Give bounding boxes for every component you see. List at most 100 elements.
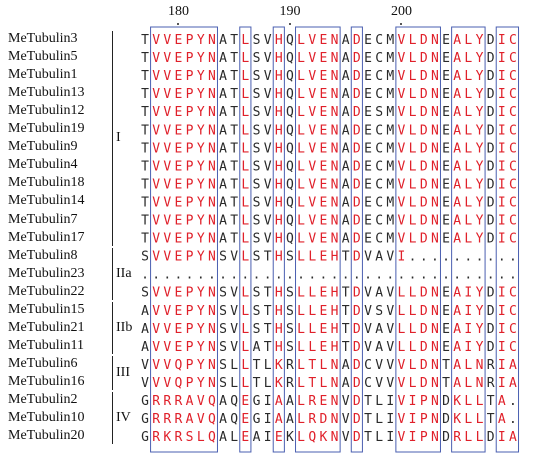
residue: Q <box>208 430 216 445</box>
residue: A <box>453 87 461 102</box>
residue: Y <box>476 159 484 174</box>
residue: M <box>386 105 394 120</box>
residue: E <box>319 69 327 84</box>
residue: V <box>398 159 406 174</box>
sequence-name: MeTubulin20 <box>8 428 85 444</box>
residue: E <box>319 195 327 210</box>
residue: A <box>453 286 461 301</box>
residue: E <box>442 340 450 355</box>
residue: N <box>431 340 439 355</box>
residue: T <box>230 214 238 229</box>
residue: D <box>487 105 495 120</box>
residue: L <box>264 358 272 373</box>
residue: D <box>353 87 361 102</box>
group-label: IIb <box>116 319 133 335</box>
residue: L <box>476 394 484 409</box>
residue: L <box>241 69 249 84</box>
residue: L <box>409 340 417 355</box>
group-bracket <box>112 301 113 354</box>
residue: D <box>353 412 361 427</box>
residue: E <box>364 33 372 48</box>
residue: L <box>241 195 249 210</box>
residue: V <box>152 232 160 247</box>
residue: P <box>186 286 194 301</box>
residue: Y <box>476 69 484 84</box>
residue: E <box>442 87 450 102</box>
sequence-name: MeTubulin1 <box>8 67 78 83</box>
residue: P <box>186 33 194 48</box>
group-bracket <box>112 392 113 445</box>
residue: R <box>308 412 316 427</box>
residue: R <box>152 412 160 427</box>
residue: D <box>353 232 361 247</box>
residue: L <box>464 159 472 174</box>
residue: A <box>141 340 149 355</box>
residue: L <box>297 33 305 48</box>
residue: D <box>420 322 428 337</box>
residue: N <box>208 214 216 229</box>
residue: A <box>141 322 149 337</box>
residue: M <box>386 87 394 102</box>
residue: T <box>230 232 238 247</box>
residue: V <box>163 286 171 301</box>
residue: . <box>319 268 327 283</box>
residue: Y <box>197 51 205 66</box>
residue: N <box>431 376 439 391</box>
residue: G <box>141 430 149 445</box>
residue: D <box>487 430 495 445</box>
conserved-box <box>395 26 441 453</box>
residue: D <box>420 141 428 156</box>
residue: I <box>409 394 417 409</box>
residue: V <box>308 177 316 192</box>
residue: E <box>364 51 372 66</box>
residue: N <box>208 33 216 48</box>
residue: P <box>186 358 194 373</box>
residue: L <box>409 286 417 301</box>
residue: H <box>275 304 283 319</box>
residue: L <box>308 322 316 337</box>
residue: S <box>253 250 261 265</box>
residue: V <box>163 195 171 210</box>
residue: V <box>342 430 350 445</box>
residue: C <box>375 214 383 229</box>
residue: Y <box>476 232 484 247</box>
residue: Y <box>197 358 205 373</box>
residue: S <box>253 105 261 120</box>
residue: . <box>275 268 283 283</box>
residue: E <box>442 159 450 174</box>
residue: E <box>442 304 450 319</box>
residue: P <box>186 141 194 156</box>
residue: H <box>275 51 283 66</box>
residue: A <box>219 195 227 210</box>
residue: T <box>442 358 450 373</box>
residue: N <box>208 358 216 373</box>
residue: L <box>464 214 472 229</box>
residue: A <box>453 358 461 373</box>
residue: A <box>342 232 350 247</box>
residue: Q <box>286 177 294 192</box>
residue: I <box>264 394 272 409</box>
residue: S <box>219 358 227 373</box>
residue: T <box>141 195 149 210</box>
residue: S <box>186 430 194 445</box>
residue: L <box>241 87 249 102</box>
residue: L <box>409 123 417 138</box>
residue: D <box>442 430 450 445</box>
residue: C <box>375 159 383 174</box>
residue: H <box>275 214 283 229</box>
residue: V <box>308 51 316 66</box>
residue: N <box>331 214 339 229</box>
residue: D <box>420 177 428 192</box>
residue: E <box>442 232 450 247</box>
residue: D <box>487 33 495 48</box>
residue: T <box>264 250 272 265</box>
residue: A <box>253 340 261 355</box>
residue: A <box>219 430 227 445</box>
residue: T <box>264 322 272 337</box>
residue: L <box>464 123 472 138</box>
residue: V <box>264 33 272 48</box>
residue: L <box>230 358 238 373</box>
residue: E <box>319 123 327 138</box>
residue: S <box>219 304 227 319</box>
residue: V <box>398 232 406 247</box>
